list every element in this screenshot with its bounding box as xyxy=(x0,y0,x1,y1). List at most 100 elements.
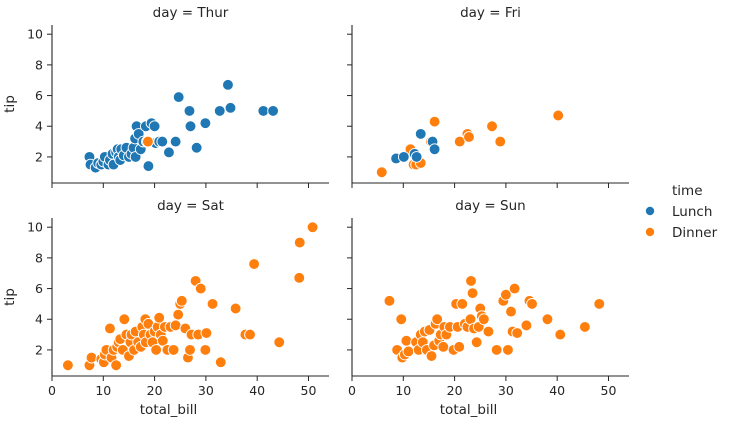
facet-title-sat: day = Sat xyxy=(157,198,224,214)
legend-label-dinner: Dinner xyxy=(672,225,718,241)
x-tick-label: 10 xyxy=(395,383,411,398)
data-point-lunch xyxy=(142,160,155,172)
data-point-dinner xyxy=(248,258,260,270)
facet-panel-sun: day = Sun 0 10 20 30 40 50 total_bill xyxy=(347,198,629,418)
data-point-dinner xyxy=(541,313,554,326)
data-point-dinner xyxy=(511,327,524,339)
data-point-dinner xyxy=(402,345,415,358)
data-point-dinner xyxy=(482,325,495,338)
y-axis-label: tip xyxy=(2,95,18,113)
data-point-dinner xyxy=(214,356,227,369)
data-point-dinner xyxy=(167,344,180,356)
data-point-lunch xyxy=(169,135,182,148)
data-point-dinner xyxy=(552,109,565,122)
data-point-dinner xyxy=(118,313,131,326)
data-point-lunch xyxy=(267,105,279,117)
data-point-dinner xyxy=(104,322,116,335)
data-point-dinner xyxy=(463,131,475,143)
y-axis-label: tip xyxy=(2,288,18,306)
data-point-dinner xyxy=(554,328,567,341)
scatter-points-sat xyxy=(62,221,319,372)
scatter-points-sun xyxy=(383,275,606,364)
data-point-dinner xyxy=(431,313,444,326)
data-point-lunch xyxy=(224,101,237,114)
data-point-dinner xyxy=(494,135,507,148)
data-point-lunch xyxy=(410,151,423,163)
y-tick-label: 4 xyxy=(35,119,43,134)
data-point-dinner xyxy=(456,298,469,310)
x-tick-label: 20 xyxy=(147,383,163,398)
facet-title-thur: day = Thur xyxy=(153,5,229,21)
data-point-dinner xyxy=(273,336,286,349)
scatter-points-fri xyxy=(375,109,565,179)
data-point-dinner xyxy=(244,328,256,341)
data-point-dinner xyxy=(199,344,212,356)
scatter-points-thur xyxy=(83,78,279,174)
data-point-dinner xyxy=(142,135,154,148)
data-point-lunch xyxy=(172,91,185,103)
x-tick-label: 40 xyxy=(249,383,265,398)
facet-panel-fri: day = Fri xyxy=(347,5,629,188)
facet-title-fri: day = Fri xyxy=(460,5,521,21)
data-point-dinner xyxy=(169,319,182,332)
data-point-dinner xyxy=(437,341,450,353)
data-point-dinner xyxy=(453,341,466,353)
data-point-dinner xyxy=(175,294,188,307)
y-tick-label: 6 xyxy=(35,281,43,296)
data-point-dinner xyxy=(425,350,438,362)
data-point-dinner xyxy=(153,311,166,324)
data-point-lunch xyxy=(148,120,161,133)
data-point-dinner xyxy=(150,344,162,356)
data-point-dinner xyxy=(477,313,490,326)
data-point-dinner xyxy=(306,221,319,234)
data-point-lunch xyxy=(199,117,212,130)
y-tick-label: 2 xyxy=(35,342,43,357)
data-point-dinner xyxy=(156,334,169,347)
y-tick-label: 10 xyxy=(27,220,43,235)
x-tick-label: 20 xyxy=(447,383,463,398)
data-point-dinner xyxy=(505,305,517,318)
data-point-dinner xyxy=(465,275,477,287)
facet-panels: day = Thur 2 4 6 8 10 tip day = Fri day = Sat 0 10… xyxy=(2,5,629,418)
data-point-dinner xyxy=(520,319,533,332)
data-point-dinner xyxy=(508,282,521,295)
data-point-dinner xyxy=(500,288,512,301)
x-tick-label: 40 xyxy=(549,383,565,398)
legend-marker-lunch xyxy=(645,206,655,216)
data-point-lunch xyxy=(213,105,226,117)
data-point-dinner xyxy=(62,359,74,372)
data-point-dinner xyxy=(579,321,591,333)
data-point-dinner xyxy=(184,344,196,356)
data-point-lunch xyxy=(414,128,427,140)
data-point-lunch xyxy=(397,151,410,163)
data-point-dinner xyxy=(110,359,122,372)
data-point-lunch xyxy=(222,78,234,91)
data-point-lunch xyxy=(190,141,203,154)
data-point-dinner xyxy=(375,166,388,179)
data-point-dinner xyxy=(428,115,441,128)
x-tick-label: 50 xyxy=(301,383,317,398)
data-point-dinner xyxy=(593,298,606,310)
data-point-dinner xyxy=(200,327,213,339)
x-tick-label: 30 xyxy=(498,383,514,398)
data-point-dinner xyxy=(400,334,413,347)
x-tick-label: 30 xyxy=(198,383,214,398)
data-point-dinner xyxy=(172,308,185,321)
data-point-dinner xyxy=(502,344,514,356)
data-point-dinner xyxy=(293,271,306,284)
x-axis-label: total_bill xyxy=(440,402,497,418)
y-tick-label: 4 xyxy=(35,312,43,327)
x-tick-label: 0 xyxy=(48,383,56,398)
data-point-dinner xyxy=(490,344,503,356)
x-tick-label: 10 xyxy=(95,383,111,398)
data-point-dinner xyxy=(383,294,396,307)
data-point-dinner xyxy=(453,135,466,148)
data-point-lunch xyxy=(183,105,196,117)
data-point-lunch xyxy=(428,143,441,156)
y-tick-label: 8 xyxy=(35,250,43,265)
facet-panel-thur: day = Thur 2 4 6 8 10 tip xyxy=(2,5,329,188)
data-point-dinner xyxy=(229,302,242,315)
y-tick-label: 2 xyxy=(35,149,43,164)
x-tick-label: 50 xyxy=(601,383,617,398)
y-tick-label: 6 xyxy=(35,88,43,103)
